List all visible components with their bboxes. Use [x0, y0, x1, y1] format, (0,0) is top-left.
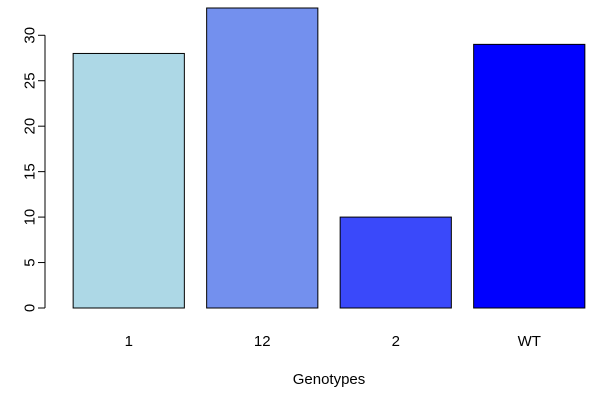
y-tick-label: 30: [22, 27, 39, 44]
y-axis: 0 5 10 15 20 25 30: [22, 27, 46, 312]
bar-wt: [473, 43, 586, 309]
y-tick-label: 10: [22, 209, 39, 226]
y-tick-label: 15: [22, 163, 39, 180]
bar-2: [339, 216, 452, 309]
x-tick-label: WT: [518, 333, 541, 350]
y-tick-label: 5: [22, 258, 39, 266]
x-tick-label: 2: [392, 333, 400, 350]
bar-1: [72, 52, 185, 309]
y-tick-label: 25: [22, 72, 39, 89]
x-tick-label: 1: [125, 333, 133, 350]
x-axis-labels: 1 12 2 WT: [125, 333, 541, 350]
bars-group: [72, 7, 586, 309]
y-tick-label: 0: [22, 304, 39, 312]
bar-12: [206, 7, 319, 309]
x-axis-title: Genotypes: [293, 371, 366, 388]
y-tick-label: 20: [22, 118, 39, 135]
x-tick-label: 12: [254, 333, 271, 350]
